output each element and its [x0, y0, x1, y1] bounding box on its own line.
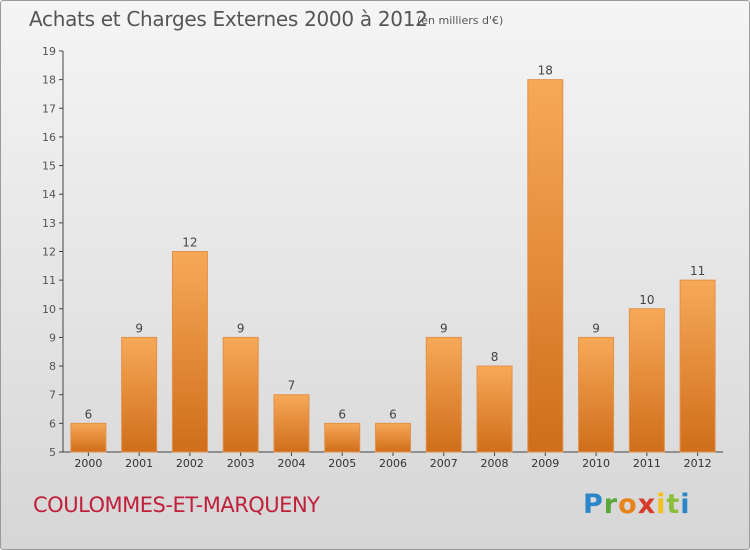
data-label-2006: 6: [389, 407, 397, 421]
bar-2003: [222, 336, 259, 453]
data-label-2000: 6: [85, 407, 93, 421]
y-tick-label: 11: [42, 274, 56, 287]
y-tick-label: 17: [42, 102, 56, 115]
y-tick-label: 13: [42, 217, 56, 230]
bar-2005: [324, 422, 361, 453]
axes: 5 6 7 8 9 10 11 12 13 14 15 16 17 18 19 2000 2001 2002 200…: [42, 45, 723, 470]
x-tick-label: 2007: [430, 457, 458, 470]
x-tick-label: 2005: [328, 457, 356, 470]
town-name: COULOMMES-ET-MARQUENY: [33, 493, 320, 517]
x-tick-label: 2011: [633, 457, 661, 470]
bar-2010: [578, 336, 615, 453]
data-label-2010: 9: [592, 321, 600, 335]
bar-2002: [171, 251, 208, 453]
data-label-2002: 12: [182, 236, 197, 250]
data-label-2005: 6: [338, 407, 346, 421]
bar-2011: [628, 308, 665, 453]
x-tick-label: 2000: [74, 457, 102, 470]
y-tick-label: 9: [49, 331, 56, 344]
y-tick-label: 7: [49, 389, 56, 402]
data-label-2003: 9: [237, 321, 245, 335]
x-tick-label: 2002: [176, 457, 204, 470]
proxiti-logo[interactable]: Proxiti: [583, 489, 691, 520]
bar-2009: [527, 79, 564, 453]
x-tick-label: 2003: [227, 457, 255, 470]
x-tick-label: 2009: [531, 457, 559, 470]
x-tick-label: 2004: [277, 457, 305, 470]
data-label-2007: 9: [440, 321, 448, 335]
y-tick-label: 12: [42, 246, 56, 259]
bar-2004: [273, 394, 310, 453]
y-tick-label: 18: [42, 74, 56, 87]
x-tick-label: 2001: [125, 457, 153, 470]
chart-subtitle: (en milliers d'€): [417, 14, 504, 27]
bar-2000: [70, 422, 107, 453]
x-tick-label: 2010: [582, 457, 610, 470]
bars-group: [70, 79, 716, 453]
bar-2007: [425, 336, 462, 453]
y-tick-label: 8: [49, 360, 56, 373]
bar-2006: [375, 422, 411, 453]
x-tick-label: 2008: [481, 457, 509, 470]
y-tick-label: 10: [42, 303, 56, 316]
data-label-2009: 18: [538, 64, 553, 78]
bar-2001: [121, 336, 158, 453]
y-tick-label: 16: [42, 131, 56, 144]
x-tick-label: 2012: [684, 457, 712, 470]
data-label-2001: 9: [135, 321, 143, 335]
x-tick-label: 2006: [379, 457, 407, 470]
bar-2012: [679, 279, 716, 453]
data-label-2011: 10: [639, 293, 654, 307]
y-tick-label: 19: [42, 45, 56, 58]
y-tick-label: 15: [42, 160, 56, 173]
data-label-2008: 8: [491, 350, 499, 364]
data-labels-group: 6 9 12 9 7 6 6 9 8 18 9 10 11: [85, 64, 706, 422]
bar-2008: [476, 365, 513, 453]
y-tick-label: 6: [49, 417, 56, 430]
chart-title: Achats et Charges Externes 2000 à 2012: [29, 7, 428, 31]
data-label-2012: 11: [690, 264, 705, 278]
y-tick-label: 14: [42, 188, 56, 201]
data-label-2004: 7: [288, 379, 296, 393]
y-tick-label: 5: [49, 446, 56, 459]
